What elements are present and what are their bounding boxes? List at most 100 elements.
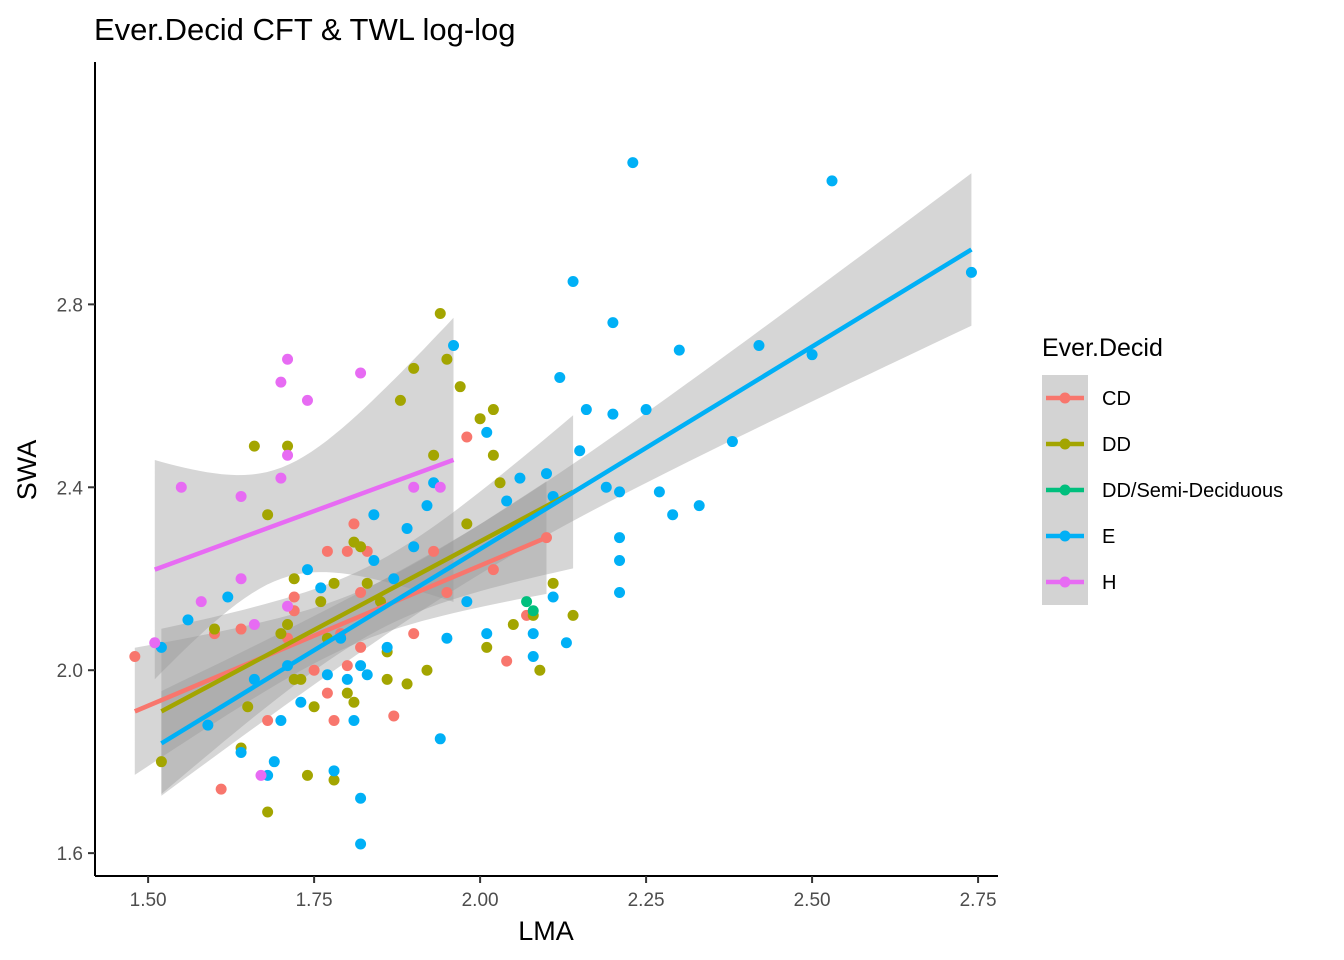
confidence-band	[161, 173, 972, 796]
data-point	[567, 609, 579, 621]
data-point	[355, 838, 367, 850]
data-point	[547, 591, 559, 603]
legend-key-point	[1059, 484, 1071, 496]
legend-key-point	[1059, 392, 1071, 404]
data-point	[434, 481, 446, 493]
y-tick-label: 2.0	[57, 661, 83, 682]
data-point	[341, 660, 353, 672]
data-point	[355, 367, 367, 379]
y-tick-label: 2.4	[57, 478, 84, 499]
data-point	[268, 756, 280, 768]
data-point	[753, 340, 765, 352]
data-point	[401, 678, 413, 690]
chart-title: Ever.Decid CFT & TWL log-log	[94, 12, 516, 47]
data-points	[129, 157, 977, 850]
data-point	[401, 522, 413, 534]
data-point	[262, 715, 274, 727]
data-point	[282, 618, 294, 630]
data-point	[262, 509, 274, 521]
data-point	[348, 518, 360, 530]
data-point	[361, 669, 373, 681]
data-point	[474, 413, 486, 425]
legend-key-point	[1059, 576, 1071, 588]
data-point	[441, 632, 453, 644]
data-point	[507, 618, 519, 630]
data-point	[501, 495, 513, 507]
data-point	[614, 554, 626, 566]
data-point	[826, 175, 838, 187]
data-point	[341, 687, 353, 699]
data-point	[481, 426, 493, 438]
data-point	[328, 715, 340, 727]
data-point	[262, 806, 274, 818]
data-point	[428, 449, 440, 461]
data-point	[434, 733, 446, 745]
data-point	[653, 486, 665, 498]
data-point	[388, 573, 400, 585]
data-point	[275, 472, 287, 484]
data-point	[282, 449, 294, 461]
data-point	[202, 719, 214, 731]
data-point	[534, 664, 546, 676]
data-point	[235, 747, 247, 759]
confidence-bands	[134, 173, 972, 796]
confidence-band	[154, 317, 454, 680]
x-axis-ticks: 1.50 1.75 2.00 2.25 2.50 2.75	[130, 876, 997, 911]
confidence-band	[161, 415, 574, 794]
data-point	[574, 445, 586, 457]
data-point	[494, 477, 506, 489]
data-point	[541, 468, 552, 480]
x-tick-label: 2.50	[794, 890, 831, 911]
data-point	[341, 673, 353, 685]
data-point	[580, 404, 592, 416]
data-point	[321, 545, 333, 557]
data-point	[235, 573, 247, 585]
data-point	[965, 266, 977, 278]
fit-line	[160, 247, 973, 746]
data-point	[368, 554, 380, 566]
data-point	[235, 623, 247, 635]
y-tick-label: 1.6	[57, 844, 83, 865]
data-point	[434, 308, 446, 320]
data-point	[355, 792, 367, 804]
data-point	[355, 660, 367, 672]
data-point	[295, 673, 307, 685]
data-point	[527, 605, 539, 617]
data-point	[428, 545, 440, 557]
data-point	[328, 577, 340, 589]
fit-line	[160, 489, 575, 714]
x-tick-label: 2.25	[628, 890, 665, 911]
x-tick-label: 2.75	[960, 890, 997, 911]
data-point	[481, 641, 493, 653]
data-point	[275, 376, 287, 388]
data-point	[547, 577, 559, 589]
legend-key-point	[1059, 530, 1071, 542]
data-point	[315, 582, 327, 594]
fit-line	[133, 535, 548, 714]
data-point	[607, 317, 619, 329]
data-point	[275, 715, 287, 727]
data-point	[806, 349, 818, 361]
data-point	[441, 586, 453, 598]
regression-lines	[133, 247, 973, 746]
data-point	[673, 344, 685, 356]
data-point	[328, 765, 340, 777]
data-point	[461, 518, 473, 530]
data-point	[627, 157, 639, 169]
data-point	[222, 591, 234, 603]
data-point	[235, 490, 247, 502]
x-tick-label: 1.75	[296, 890, 333, 911]
data-point	[182, 614, 194, 626]
data-point	[321, 669, 333, 681]
data-point	[408, 362, 420, 374]
data-point	[288, 573, 300, 585]
data-point	[348, 696, 360, 708]
data-point	[155, 756, 167, 768]
data-point	[461, 596, 473, 608]
data-point	[454, 381, 466, 393]
data-point	[461, 431, 473, 443]
data-point	[521, 596, 533, 608]
data-point	[301, 769, 313, 781]
y-axis-ticks: 1.6 2.0 2.4 2.8	[57, 295, 95, 865]
